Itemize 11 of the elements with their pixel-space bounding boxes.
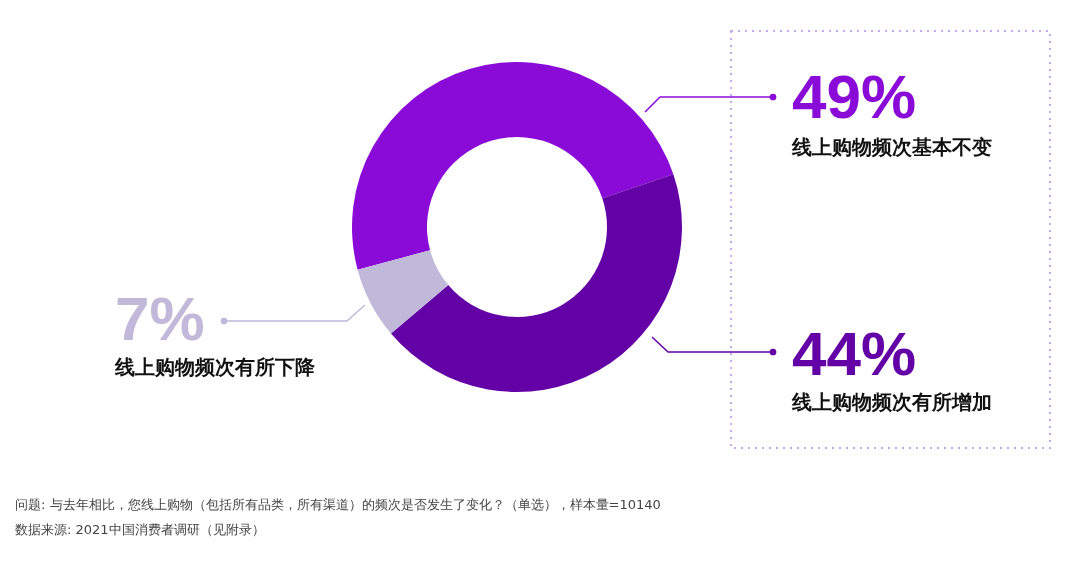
text: 问题: 与去年相比，您线上购物（包括所有品类，所有渠道）的频次是否发生了变化？（单选），样本量=10140 xyxy=(15,497,661,512)
donut-slice xyxy=(352,62,674,270)
data-label: 7% xyxy=(115,284,205,353)
donut-slice xyxy=(357,250,449,334)
slice-label: 线上购物频次有所下降 xyxy=(114,355,316,379)
data-label: 49% xyxy=(792,62,917,131)
donut-slice xyxy=(390,174,682,392)
source-note: 数据来源: 2021中国消费者调研（见附录） xyxy=(15,522,265,537)
data-label: 44% xyxy=(792,319,917,388)
slice-label: 线上购物频次有所增加 xyxy=(791,390,992,414)
slice-label: 线上购物频次基本不变 xyxy=(791,135,992,159)
